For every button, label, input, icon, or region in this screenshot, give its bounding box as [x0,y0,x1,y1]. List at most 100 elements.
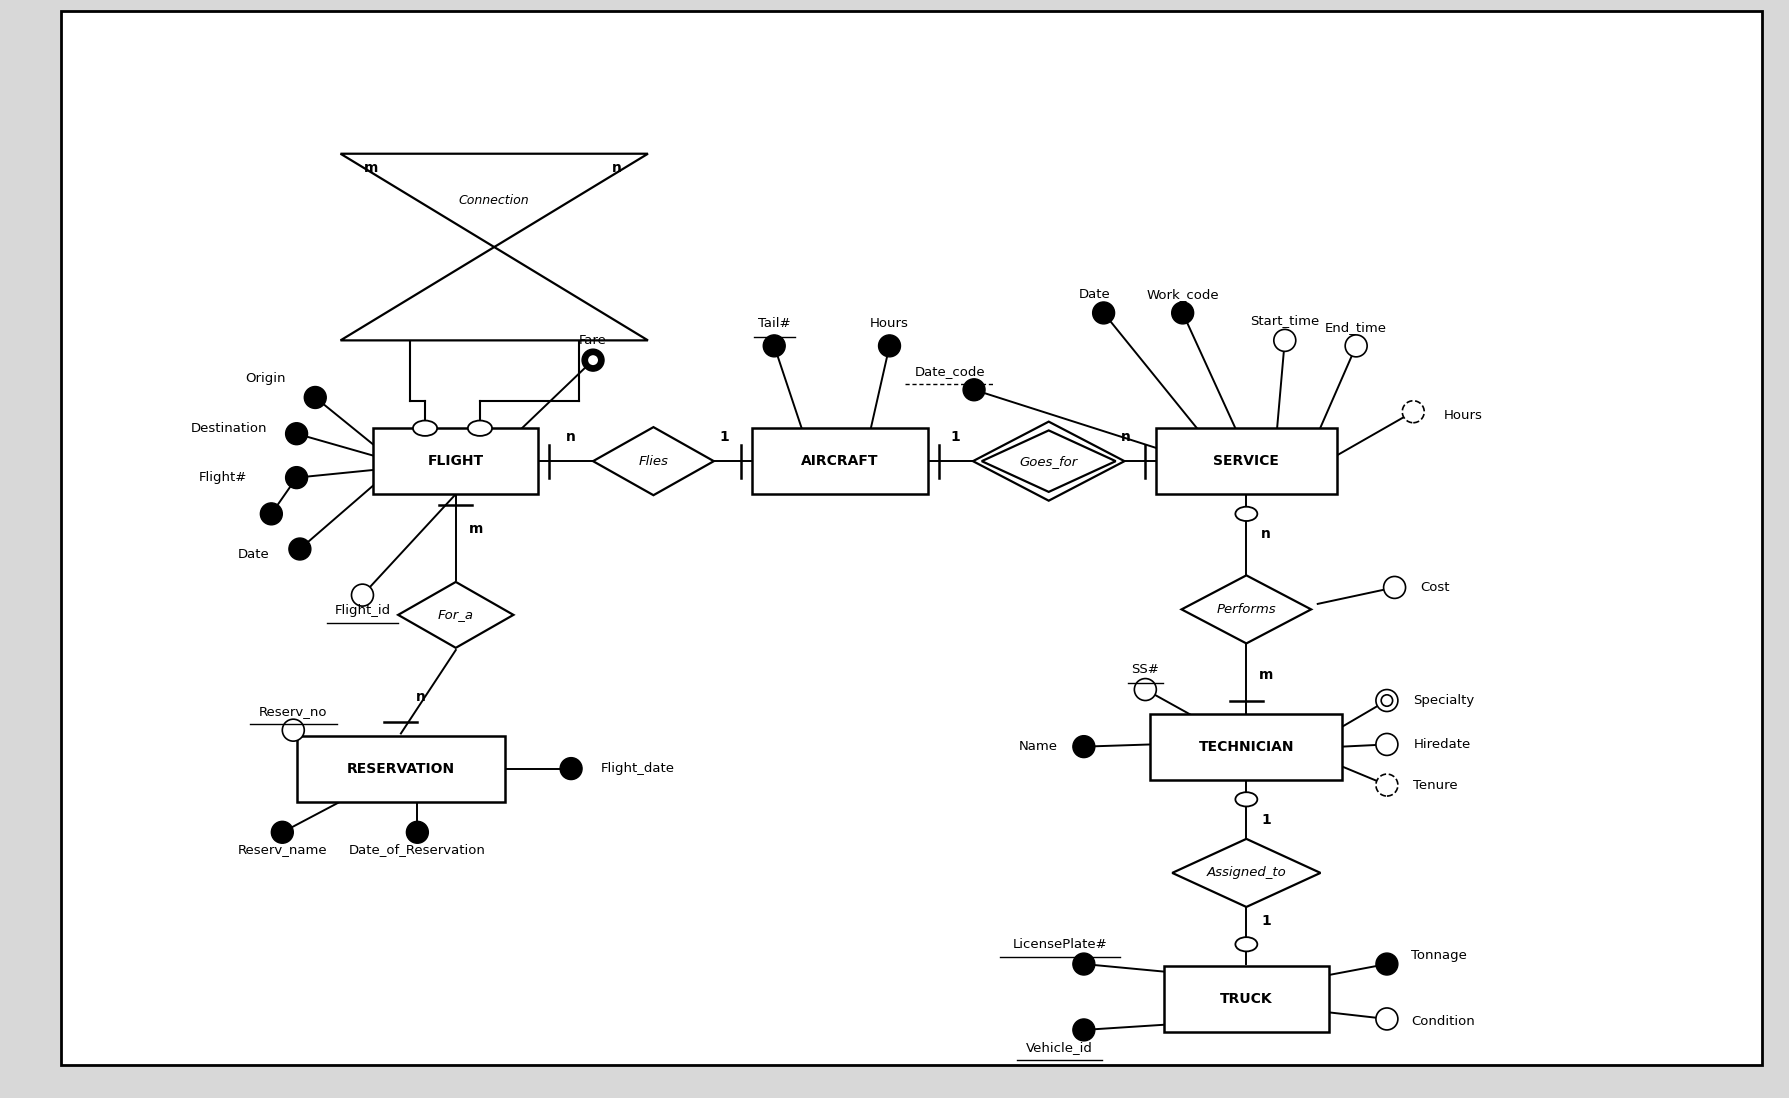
Polygon shape [973,422,1123,501]
Text: Tail#: Tail# [757,317,791,330]
Text: Connection: Connection [458,194,530,206]
Text: For_a: For_a [438,608,474,621]
Ellipse shape [1234,938,1256,951]
Text: n: n [565,430,576,445]
Circle shape [288,538,311,560]
Text: n: n [1120,430,1131,445]
Circle shape [962,379,984,401]
Circle shape [304,386,326,408]
Text: n: n [415,690,426,704]
Text: SS#: SS# [1131,663,1159,676]
Circle shape [581,349,603,371]
Text: SERVICE: SERVICE [1213,455,1279,468]
Text: FLIGHT: FLIGHT [428,455,483,468]
Text: Goes_for: Goes_for [1020,455,1077,468]
Ellipse shape [1234,792,1256,806]
Circle shape [351,584,374,606]
Text: Hours: Hours [869,317,909,330]
Circle shape [286,467,308,489]
Polygon shape [397,582,513,648]
Text: m: m [1258,668,1272,682]
Circle shape [1383,576,1404,598]
Text: Flies: Flies [639,455,667,468]
Circle shape [1134,679,1156,701]
Circle shape [283,719,304,741]
Text: Hours: Hours [1444,408,1481,422]
Polygon shape [1181,575,1310,643]
Circle shape [1072,953,1095,975]
Text: LicensePlate#: LicensePlate# [1013,938,1106,951]
Text: Vehicle_id: Vehicle_id [1025,1041,1093,1054]
Text: AIRCRAFT: AIRCRAFT [801,455,878,468]
Text: End_time: End_time [1324,321,1386,334]
Circle shape [1376,733,1397,755]
Circle shape [1072,1019,1095,1041]
Circle shape [762,335,785,357]
Circle shape [589,356,598,365]
Text: 1: 1 [1261,914,1270,928]
Circle shape [406,821,428,843]
Text: TRUCK: TRUCK [1220,993,1272,1006]
Text: n: n [1261,527,1270,541]
Polygon shape [1172,839,1320,907]
Text: Reserv_name: Reserv_name [238,843,327,856]
Bar [297,736,504,802]
Text: TECHNICIAN: TECHNICIAN [1199,740,1293,753]
Circle shape [1401,401,1424,423]
Polygon shape [340,247,648,340]
Circle shape [1376,774,1397,796]
Text: Work_code: Work_code [1145,288,1218,301]
Text: 1: 1 [950,430,959,445]
Circle shape [272,821,293,843]
Circle shape [1376,953,1397,975]
Text: Assigned_to: Assigned_to [1206,866,1286,879]
Text: Fare: Fare [580,334,606,347]
Text: Cost: Cost [1419,581,1449,594]
Text: Origin: Origin [245,372,286,385]
Circle shape [1274,329,1295,351]
Text: Date: Date [1079,288,1111,301]
Text: Reserv_no: Reserv_no [259,705,327,718]
Text: Performs: Performs [1217,603,1276,616]
Circle shape [1344,335,1367,357]
Circle shape [1376,1008,1397,1030]
Bar [1156,428,1336,494]
Text: RESERVATION: RESERVATION [347,762,454,775]
Ellipse shape [413,421,437,436]
Circle shape [560,758,581,780]
Text: Destination: Destination [190,422,267,435]
Text: m: m [469,522,483,536]
Text: Hiredate: Hiredate [1413,738,1471,751]
Text: Tenure: Tenure [1413,778,1456,792]
Bar [1163,966,1327,1032]
Text: m: m [363,160,377,175]
Circle shape [259,503,283,525]
Text: Date_of_Reservation: Date_of_Reservation [349,843,485,856]
Text: Tonnage: Tonnage [1410,949,1467,962]
Text: Condition: Condition [1410,1015,1474,1028]
Text: Flight#: Flight# [199,471,247,484]
Bar [374,428,538,494]
Bar [751,428,927,494]
Polygon shape [340,154,648,247]
Circle shape [878,335,900,357]
Text: Start_time: Start_time [1249,314,1318,327]
Text: Date_code: Date_code [914,365,984,378]
Circle shape [1376,690,1397,712]
Text: Flight_date: Flight_date [601,762,674,775]
Text: 1: 1 [719,430,730,445]
Circle shape [1072,736,1095,758]
Circle shape [1172,302,1193,324]
Circle shape [1091,302,1115,324]
Text: Date: Date [238,548,268,561]
Bar [1150,714,1342,780]
Text: Flight_id: Flight_id [335,604,390,617]
Circle shape [286,423,308,445]
Ellipse shape [1234,506,1256,522]
Text: 1: 1 [1261,813,1270,827]
Text: n: n [612,160,623,175]
Text: Specialty: Specialty [1413,694,1474,707]
Ellipse shape [467,421,492,436]
Text: Name: Name [1018,740,1057,753]
Polygon shape [592,427,714,495]
